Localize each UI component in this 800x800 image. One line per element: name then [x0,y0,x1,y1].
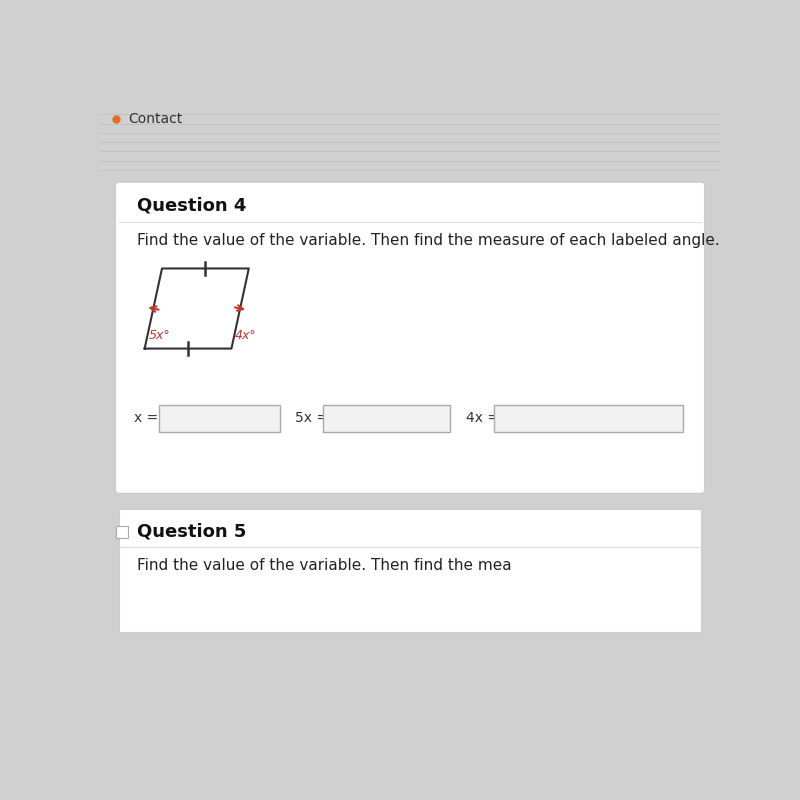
Text: 5x°: 5x° [149,330,170,342]
Text: Contact: Contact [128,112,182,126]
Text: Find the value of the variable. Then find the mea: Find the value of the variable. Then fin… [138,558,512,573]
Text: 4x =: 4x = [466,411,499,425]
Bar [115,526,128,538]
Bar [323,405,450,432]
Bar [159,405,280,432]
Text: Question 4: Question 4 [138,197,246,214]
Bar [118,509,702,632]
Text: 4x°: 4x° [234,330,256,342]
Text: 5x =: 5x = [295,411,328,425]
Text: Find the value of the variable. Then find the measure of each labeled angle.: Find the value of the variable. Then fin… [138,234,720,248]
FancyBboxPatch shape [115,182,705,494]
Bar [494,405,682,432]
Text: x =: x = [134,411,158,425]
Text: Question 5: Question 5 [138,522,246,541]
